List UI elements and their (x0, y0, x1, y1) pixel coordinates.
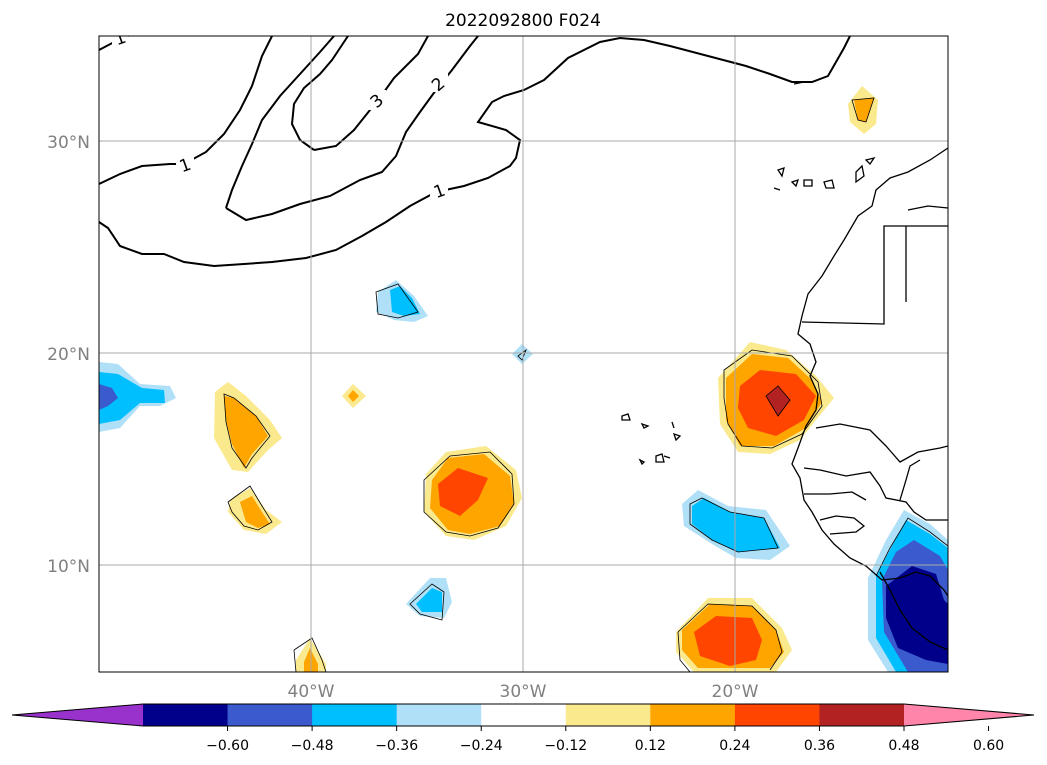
fill-blob-orange-1-core (224, 396, 268, 468)
colorbar: −0.60 −0.48 −0.36 −0.24 −0.12 0.12 0.24 0.36 0.4… (11, 703, 1035, 754)
colorbar-segment (481, 704, 567, 726)
colorbar-segment (734, 704, 820, 726)
lat-label-20n: 20°N (47, 345, 90, 365)
anomaly-fills (99, 86, 948, 672)
colorbar-segment (819, 704, 905, 726)
lon-label-20w: 20°W (712, 682, 759, 702)
lat-label-30n: 30°N (47, 133, 90, 153)
fill-point-orange (348, 390, 359, 402)
map-title: 2022092800 F024 (445, 11, 601, 31)
colorbar-tick-label: 0.12 (635, 738, 666, 754)
colorbar-tick-label: −0.36 (375, 738, 418, 754)
colorbar-segment (227, 704, 313, 726)
fill-blob-orange-2-core (240, 496, 270, 528)
coastlines (621, 81, 948, 651)
colorbar-segment (565, 704, 651, 726)
fill-blob-west-royal (99, 384, 118, 410)
lon-label-30w: 30°W (500, 682, 547, 702)
colorbar-tick-label: 0.60 (973, 738, 1004, 754)
fill-blob-west-blue-core (99, 372, 165, 424)
anomaly-outlines (223, 97, 948, 672)
map-panel: 1 3 2 1 1 (99, 36, 948, 672)
colorbar-segment (650, 704, 736, 726)
lon-label-40w: 40°W (288, 682, 335, 702)
colorbar-segment (396, 704, 482, 726)
colorbar-tick-label: 0.48 (888, 738, 919, 754)
colorbar-tick-label: −0.60 (206, 738, 249, 754)
colorbar-segment (143, 704, 229, 726)
map-frame (98, 35, 949, 673)
colorbar-tick-label: 0.24 (719, 738, 750, 754)
fill-blob-blue-3-core (692, 498, 780, 552)
colorbar-segment (312, 704, 398, 726)
colorbar-extend-high (904, 704, 1034, 726)
fill-blob-red-3 (438, 468, 488, 516)
colorbar-tick-label: −0.48 (291, 738, 334, 754)
gridlines (99, 36, 948, 672)
colorbar-tick-label: −0.24 (460, 738, 503, 754)
fill-blob-blue-2-core (416, 588, 442, 612)
colorbar-tick-label: −0.12 (544, 738, 587, 754)
fill-blob-navy-se (886, 566, 948, 664)
fill-blob-red-5 (694, 616, 762, 666)
fill-blob-blue-1-core (390, 286, 420, 316)
colorbar-extend-low (12, 704, 143, 726)
lat-label-10n: 10°N (47, 557, 90, 577)
fill-blob-orange-6-core (854, 98, 874, 122)
colorbar-tick-label: 0.36 (804, 738, 835, 754)
contour-labels: 1 3 2 1 1 (112, 36, 449, 203)
